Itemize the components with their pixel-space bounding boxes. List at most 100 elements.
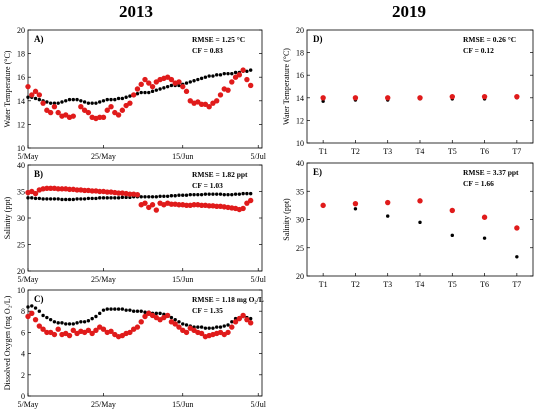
y-tick-label: 18 bbox=[17, 50, 25, 59]
modeled-point bbox=[33, 306, 38, 310]
modeled-point bbox=[450, 233, 454, 238]
observed-point bbox=[44, 185, 50, 192]
modeled-point bbox=[52, 101, 57, 105]
observed-point bbox=[55, 326, 61, 332]
modeled-point bbox=[116, 196, 121, 200]
modeled-point bbox=[79, 99, 83, 103]
observed-point bbox=[514, 225, 520, 231]
x-tick-label: 5/May bbox=[18, 152, 39, 161]
observed-point bbox=[417, 198, 423, 204]
x-tick-label: 15/Jun bbox=[172, 152, 193, 161]
observed-point bbox=[36, 92, 43, 98]
modeled-point bbox=[124, 308, 128, 312]
modeled-point bbox=[86, 101, 91, 105]
modeled-point bbox=[26, 305, 30, 309]
plot-frame bbox=[306, 162, 534, 277]
modeled-point bbox=[67, 97, 72, 102]
modeled-point bbox=[150, 89, 155, 94]
modeled-point bbox=[64, 322, 68, 326]
observed-point bbox=[29, 310, 35, 317]
modeled-point bbox=[139, 90, 143, 95]
modeled-point bbox=[196, 77, 200, 82]
observed-point bbox=[232, 319, 239, 325]
x-tick-label: 5/May bbox=[18, 400, 39, 409]
modeled-point bbox=[82, 197, 87, 201]
observed-point bbox=[108, 328, 114, 335]
y-tick-label: 2 bbox=[21, 371, 25, 380]
modeled-point bbox=[56, 101, 60, 105]
modeled-point bbox=[482, 236, 487, 240]
modeled-point bbox=[64, 197, 68, 202]
modeled-point bbox=[218, 325, 223, 329]
heading-2013: 2013 bbox=[119, 2, 153, 21]
x-tick-label: T5 bbox=[448, 280, 457, 289]
observed-point bbox=[108, 104, 114, 110]
modeled-point bbox=[192, 192, 196, 197]
observed-point bbox=[55, 186, 61, 192]
observed-point bbox=[183, 202, 190, 208]
modeled-point bbox=[33, 196, 38, 201]
modeled-point bbox=[30, 196, 34, 200]
stat-label: RMSE = 1.82 ppt bbox=[192, 170, 248, 179]
modeled-point bbox=[60, 197, 64, 202]
modeled-point bbox=[226, 323, 230, 327]
observed-point bbox=[385, 199, 391, 206]
stat-label: CF = 1.35 bbox=[192, 306, 223, 315]
modeled-point bbox=[143, 90, 147, 95]
observed-point bbox=[89, 330, 95, 337]
observed-point bbox=[149, 83, 156, 90]
modeled-point bbox=[71, 97, 75, 102]
observed-point bbox=[481, 93, 488, 100]
modeled-point bbox=[139, 309, 143, 313]
observed-point bbox=[225, 87, 231, 93]
modeled-point bbox=[147, 195, 151, 199]
y-tick-label: 10 bbox=[17, 144, 25, 153]
observed-point bbox=[25, 313, 31, 320]
x-tick-label: 25/May bbox=[91, 275, 116, 284]
y-tick-label: 20 bbox=[296, 272, 304, 281]
observed-point bbox=[32, 190, 39, 197]
modeled-point bbox=[154, 195, 159, 199]
observed-point bbox=[183, 88, 190, 95]
y-tick-label: 35 bbox=[296, 187, 304, 196]
modeled-point bbox=[101, 99, 106, 103]
observed-point bbox=[244, 200, 250, 206]
modeled-point bbox=[116, 96, 121, 101]
modeled-point bbox=[162, 194, 166, 198]
x-tick-label: T1 bbox=[319, 280, 328, 289]
observed-point bbox=[198, 202, 205, 208]
observed-point bbox=[70, 113, 76, 119]
observed-point bbox=[153, 207, 160, 213]
observed-point bbox=[93, 327, 99, 333]
modeled-point bbox=[222, 324, 226, 328]
modeled-point bbox=[37, 97, 42, 102]
observed-point bbox=[25, 83, 31, 90]
observed-point bbox=[119, 107, 126, 113]
modeled-point bbox=[150, 195, 155, 199]
modeled-point bbox=[162, 86, 166, 90]
panel-e: 20 25 30 35 40 T1 T2 T3 T4 T5 T6 T7 Salinity (ppt) E)… bbox=[282, 159, 534, 289]
observed-point bbox=[51, 104, 58, 110]
modeled-point bbox=[515, 255, 519, 259]
x-tick-label: T7 bbox=[512, 280, 521, 289]
observed-point bbox=[115, 112, 122, 118]
observed-point bbox=[149, 202, 156, 208]
modeled-point bbox=[94, 101, 98, 105]
observed-point bbox=[352, 200, 359, 207]
modeled-point bbox=[230, 192, 234, 197]
observed-point bbox=[32, 316, 39, 323]
observed-point bbox=[66, 332, 73, 339]
y-tick-label: 12 bbox=[296, 116, 304, 125]
modeled-point bbox=[120, 307, 125, 311]
observed-point bbox=[81, 187, 88, 194]
observed-point bbox=[183, 329, 190, 336]
modeled-point bbox=[41, 313, 45, 318]
modeled-point bbox=[248, 191, 253, 196]
observed-point bbox=[100, 114, 107, 121]
observed-point bbox=[70, 327, 76, 333]
modeled-point bbox=[207, 74, 211, 78]
observed-point bbox=[104, 189, 110, 195]
modeled-point bbox=[101, 196, 106, 200]
modeled-point bbox=[75, 97, 79, 102]
modeled-point bbox=[109, 196, 113, 200]
